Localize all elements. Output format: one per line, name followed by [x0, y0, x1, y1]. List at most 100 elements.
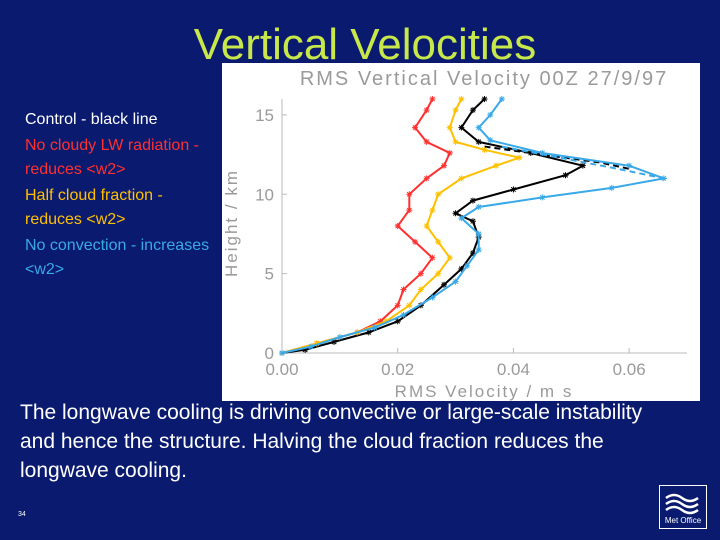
data-point [429, 96, 436, 102]
data-point [510, 186, 517, 193]
data-point [452, 138, 459, 145]
data-point [579, 162, 586, 169]
data-point [487, 137, 494, 144]
data-point [469, 197, 476, 204]
data-point [423, 223, 430, 229]
data-point [452, 210, 459, 217]
data-point [394, 223, 401, 229]
slide-title: Vertical Velocities [193, 20, 537, 69]
data-point [313, 340, 320, 347]
logo-text: Met Office [664, 516, 702, 525]
series-line-1 [484, 145, 630, 170]
data-point [626, 162, 633, 169]
data-point [452, 107, 459, 114]
data-point [475, 230, 482, 237]
data-point [406, 207, 413, 214]
series-line-3 [281, 98, 523, 354]
legend-no-cloudy-lw: No cloudy LW radiation - reduces <w2> [25, 137, 199, 178]
data-point [279, 350, 285, 356]
chart-title: RMS Vertical Velocity 00Z 27/9/97 [300, 68, 668, 90]
data-point [400, 311, 407, 318]
x-tick-label: 0.00 [265, 360, 298, 379]
body-text: The longwave cooling is driving convecti… [20, 401, 643, 482]
data-point [498, 96, 505, 102]
y-tick-label: 10 [255, 185, 274, 204]
data-point [423, 175, 430, 182]
x-tick-label: 0.02 [381, 360, 414, 379]
slide-number: 34 [18, 511, 26, 518]
data-point [302, 346, 309, 353]
data-point [417, 286, 424, 293]
velocity-chart: RMS Vertical Velocity 00Z 27/9/97 0.00 0.… [222, 63, 700, 401]
data-point [435, 270, 442, 277]
data-point [487, 111, 494, 118]
data-point [377, 318, 384, 325]
data-point [429, 254, 436, 261]
data-point [336, 334, 343, 341]
data-point [562, 172, 569, 179]
data-point [406, 191, 413, 198]
data-point [423, 138, 430, 145]
y-tick-label: 5 [265, 265, 274, 284]
data-point [458, 215, 465, 222]
data-point [417, 270, 424, 277]
legend-panel: Control - black line No cloudy LW radiat… [25, 108, 215, 284]
x-tick-label: 0.06 [613, 360, 646, 379]
data-point [469, 107, 476, 114]
data-point [394, 302, 401, 309]
data-point [394, 318, 401, 325]
data-point [469, 218, 476, 225]
x-tick-label: 0.04 [497, 360, 530, 379]
data-point [458, 265, 465, 272]
data-point [464, 262, 471, 269]
data-point [365, 329, 372, 336]
y-tick-label: 0 [265, 344, 274, 363]
x-axis-label: RMS Velocity / m s [395, 382, 574, 401]
y-axis-label: Height / km [222, 169, 241, 277]
series-line-5 [501, 145, 665, 180]
legend-no-convection: No convection - increases <w2> [25, 237, 210, 278]
data-point [452, 278, 459, 285]
data-point [475, 246, 482, 253]
data-point [383, 318, 390, 325]
data-point [423, 107, 430, 114]
data-point [539, 194, 546, 201]
data-point [475, 124, 482, 131]
data-point [493, 162, 500, 169]
data-point [469, 249, 476, 256]
series-group [279, 96, 668, 356]
data-point [412, 124, 419, 131]
data-point [458, 124, 465, 131]
data-point [441, 162, 447, 169]
data-point [435, 191, 442, 198]
data-point [371, 324, 378, 331]
y-tick-label: 15 [255, 106, 274, 125]
data-point [331, 338, 338, 345]
data-point [412, 238, 419, 245]
data-point [446, 124, 453, 131]
data-point [608, 184, 615, 191]
data-point [406, 302, 413, 309]
data-point [400, 286, 407, 293]
data-point [458, 96, 465, 102]
axes: 0.00 0.02 0.04 0.06 0 5 10 15 [255, 99, 687, 379]
data-point [527, 149, 534, 156]
data-point [516, 154, 523, 161]
data-point [481, 146, 488, 153]
series-line-0 [281, 98, 586, 354]
data-point [435, 238, 442, 245]
data-point [441, 281, 447, 288]
legend-half-cloud: Half cloud fraction - reduces <w2> [25, 187, 163, 228]
legend-control: Control - black line [25, 111, 158, 128]
data-point [458, 175, 465, 182]
data-point [475, 203, 482, 210]
data-point [429, 294, 436, 301]
data-point [446, 254, 453, 261]
data-point [429, 207, 436, 214]
data-point [481, 96, 488, 102]
data-point [446, 149, 453, 156]
data-point [475, 138, 482, 145]
data-point [307, 343, 314, 350]
met-office-logo: Met Office [659, 485, 707, 529]
wave-icon [665, 493, 699, 515]
